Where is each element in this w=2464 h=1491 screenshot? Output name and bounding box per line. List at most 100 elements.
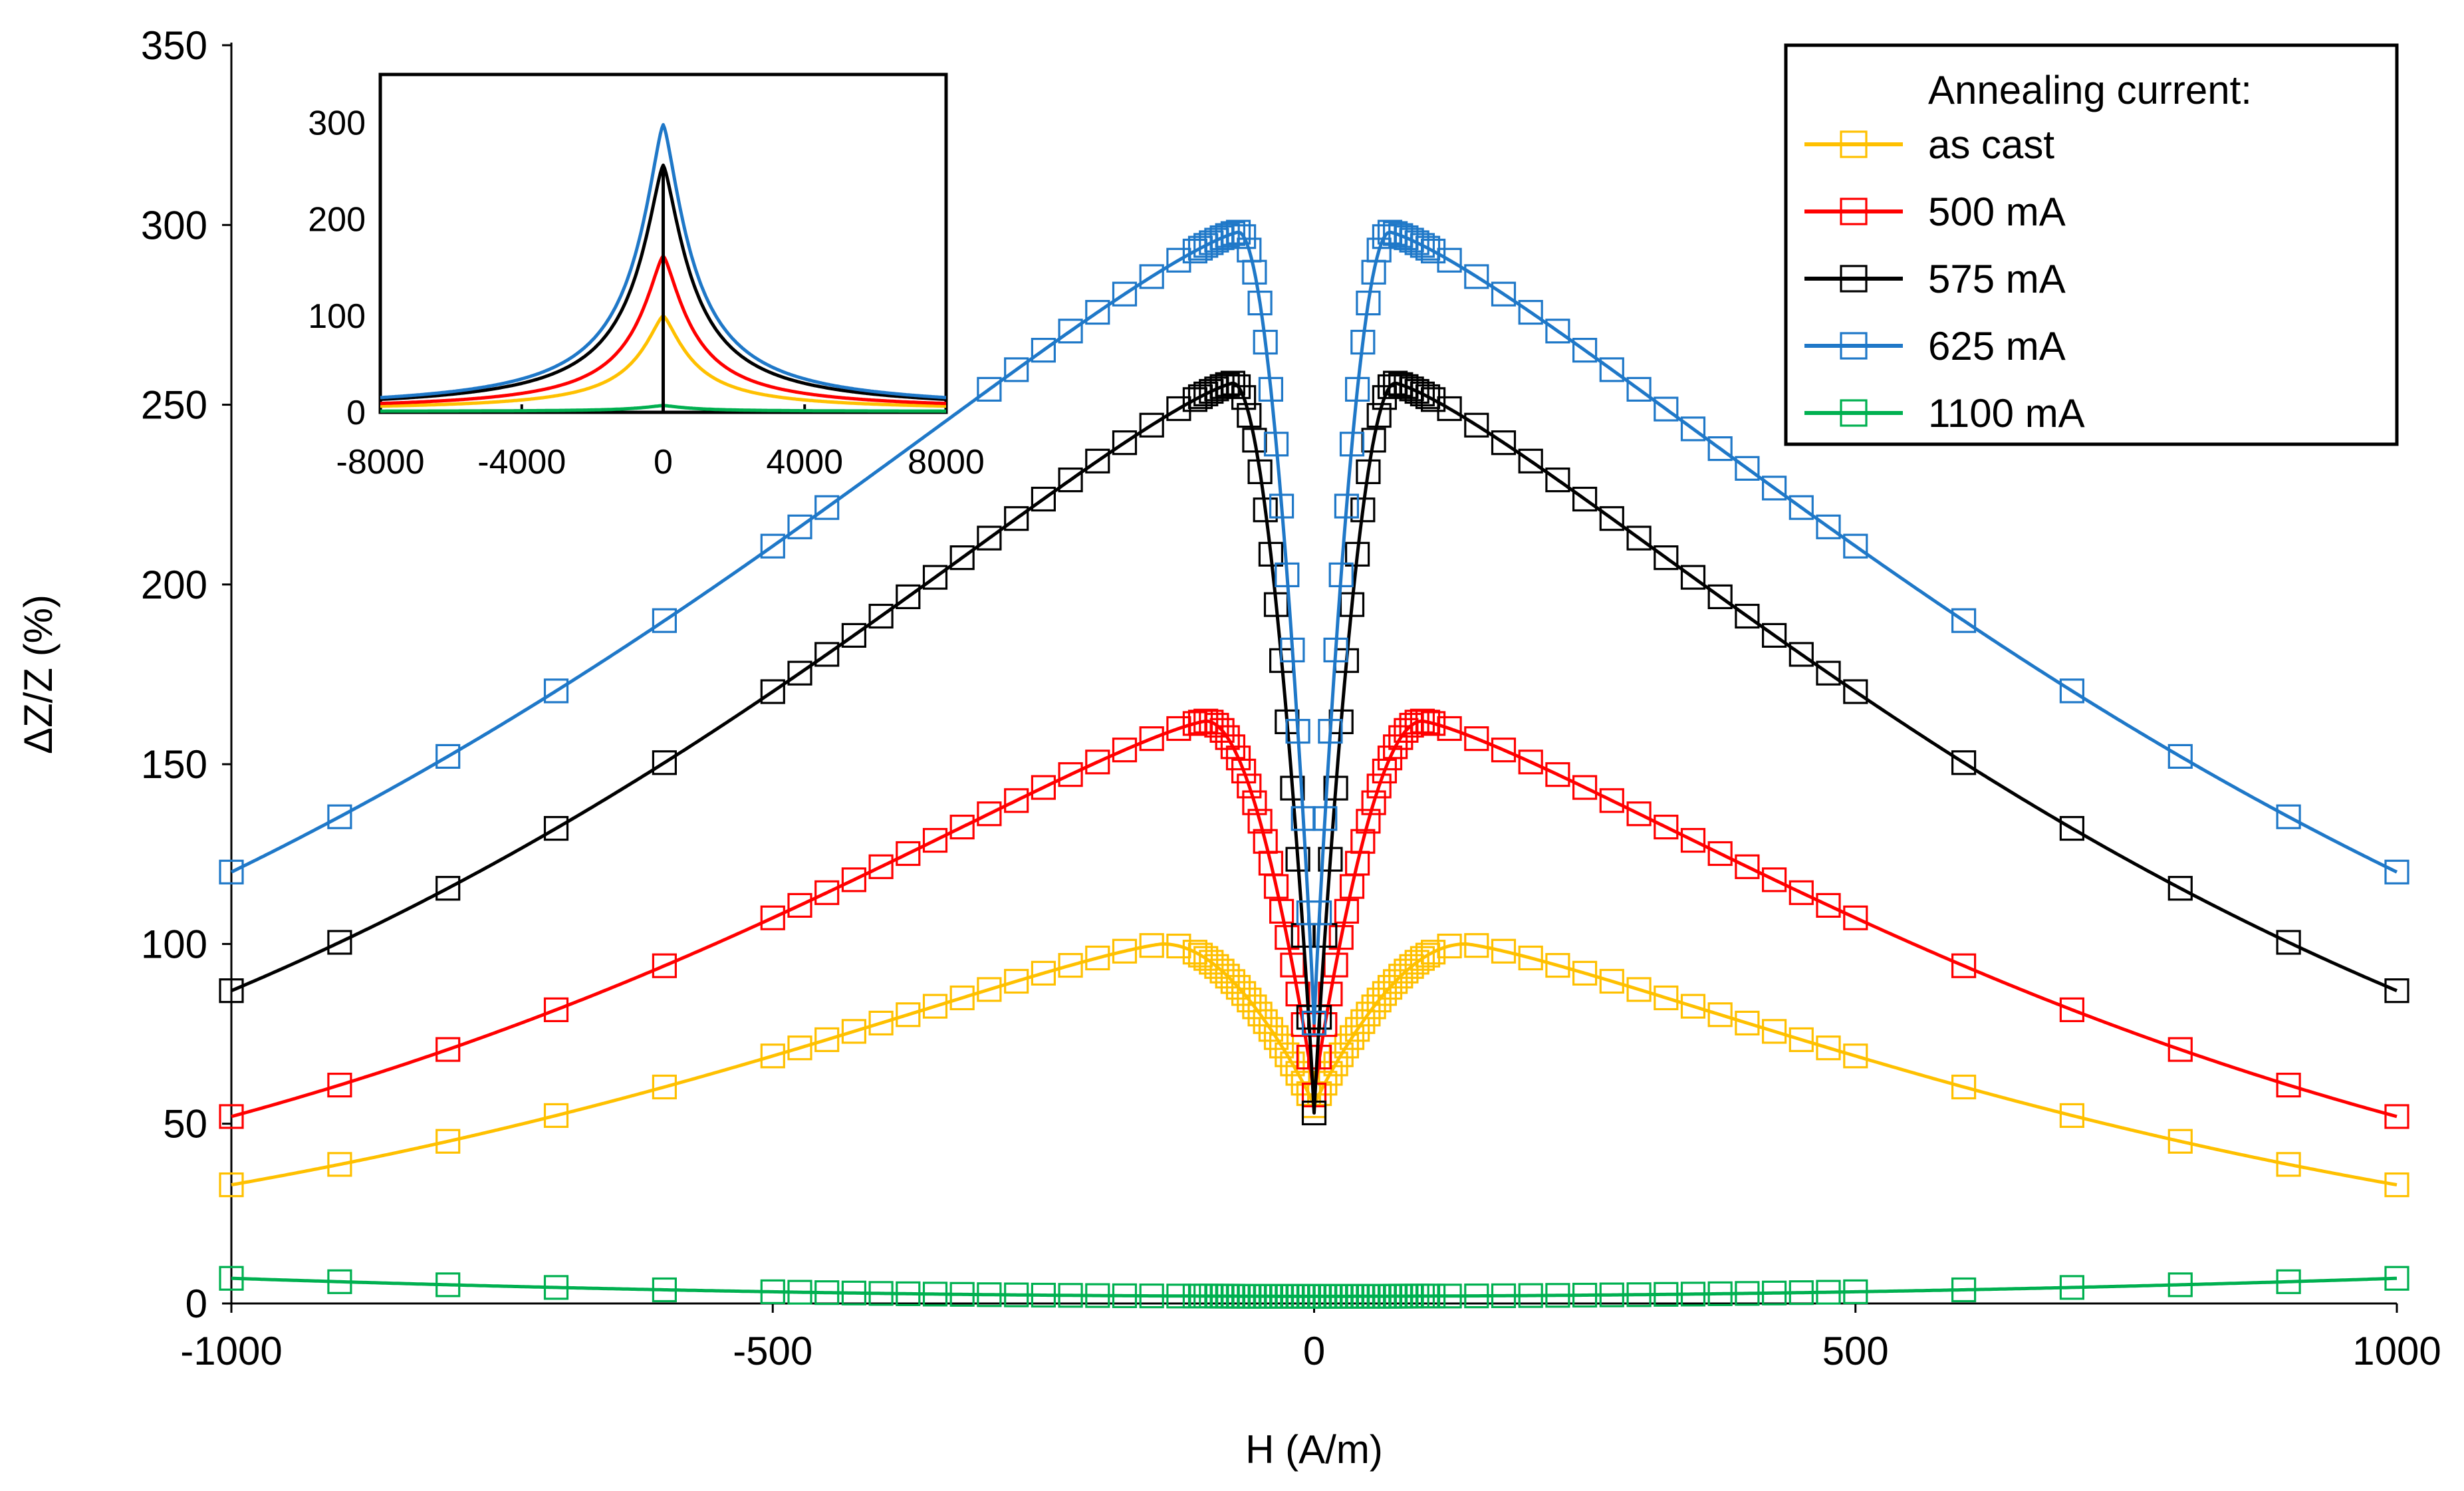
data-point — [1545, 762, 1570, 787]
data-point — [1004, 968, 1029, 994]
y-tick-label: 250 — [141, 383, 207, 428]
data-point — [1328, 562, 1354, 588]
data-point — [1318, 847, 1343, 872]
data-point — [1437, 396, 1462, 422]
series-575-ma — [219, 370, 2409, 1126]
data-point — [1788, 495, 1814, 520]
data-point — [1139, 726, 1164, 751]
data-point — [1058, 952, 1083, 978]
inset-series-line — [380, 163, 947, 402]
data-point — [1816, 892, 1841, 918]
data-point — [1058, 762, 1083, 787]
data-point — [1437, 933, 1462, 959]
data-point — [896, 1281, 921, 1307]
x-tick-label: 1000 — [2352, 1329, 2441, 1373]
data-point — [787, 892, 812, 918]
data-point — [2167, 1037, 2193, 1062]
data-point — [1258, 376, 1284, 402]
data-point — [1225, 746, 1251, 771]
legend-marker-swatch — [1840, 399, 1868, 427]
inset-x-tick-label: -8000 — [336, 443, 425, 481]
data-point — [1680, 994, 1706, 1019]
data-point — [1269, 493, 1294, 519]
data-point — [977, 376, 1002, 402]
data-point — [1707, 584, 1733, 610]
data-point — [1680, 416, 1706, 442]
data-point — [1334, 898, 1360, 924]
data-point — [1285, 718, 1310, 744]
x-tick-label: 0 — [1303, 1329, 1325, 1373]
data-point — [977, 525, 1002, 551]
data-point — [1112, 1283, 1138, 1309]
data-point — [922, 1282, 948, 1307]
data-point — [1788, 642, 1814, 667]
data-point — [1356, 809, 1381, 834]
data-point — [1788, 880, 1814, 905]
data-point — [1951, 750, 1977, 775]
data-point — [2059, 1103, 2084, 1129]
data-point — [1626, 525, 1652, 551]
data-point — [1139, 412, 1164, 438]
data-point — [1572, 486, 1598, 512]
data-point — [327, 804, 352, 829]
data-point — [896, 841, 921, 867]
data-point — [1464, 1283, 1489, 1309]
data-point — [543, 997, 569, 1023]
data-point — [1139, 933, 1164, 958]
data-point — [1328, 924, 1354, 950]
data-point — [1247, 809, 1273, 834]
series-line — [231, 381, 2398, 1115]
x-tick-label: 500 — [1822, 1329, 1889, 1373]
data-point — [1843, 679, 1868, 704]
data-point — [1421, 387, 1446, 412]
legend-label: 575 mA — [1928, 257, 2066, 301]
data-point — [1231, 385, 1257, 410]
data-point — [1843, 1043, 1868, 1069]
data-point — [1421, 711, 1446, 736]
data-point — [1654, 814, 1679, 840]
data-point — [1339, 592, 1365, 617]
data-point — [1275, 562, 1300, 588]
data-point — [814, 880, 840, 905]
data-point — [1599, 968, 1624, 994]
y-tick-label: 150 — [141, 742, 207, 787]
data-point — [219, 1266, 244, 1291]
data-point — [219, 1104, 244, 1129]
data-point — [1437, 716, 1462, 742]
data-point — [1843, 533, 1868, 559]
data-point — [1735, 603, 1760, 629]
data-point — [1280, 775, 1305, 801]
data-point — [787, 514, 812, 539]
data-point — [868, 1010, 894, 1036]
data-point — [1654, 1282, 1679, 1307]
data-point — [1626, 977, 1652, 1002]
data-point — [1085, 945, 1110, 971]
data-point — [1951, 608, 1977, 633]
data-point — [1762, 1280, 1787, 1305]
x-tick-label: -1000 — [180, 1329, 282, 1373]
data-point — [922, 565, 948, 590]
data-point — [435, 876, 461, 901]
x-axis-title: H (A/m) — [1245, 1427, 1383, 1472]
data-point — [1680, 1282, 1706, 1307]
data-point — [1762, 867, 1787, 892]
data-point — [1464, 412, 1489, 438]
data-point — [1306, 900, 1332, 926]
data-point — [652, 1074, 678, 1100]
data-point — [543, 1275, 569, 1300]
data-point — [1518, 448, 1543, 474]
data-point — [1816, 660, 1841, 686]
data-point — [1275, 924, 1300, 950]
legend-title: Annealing current: — [1928, 68, 2252, 112]
data-point — [1654, 985, 1679, 1011]
data-point — [1231, 758, 1257, 784]
data-point — [1031, 775, 1056, 800]
data-point — [1680, 827, 1706, 853]
data-point — [2384, 859, 2409, 884]
data-point — [1253, 497, 1278, 523]
data-point — [543, 815, 569, 841]
data-point — [1263, 874, 1289, 899]
data-point — [896, 1002, 921, 1027]
data-point — [543, 678, 569, 704]
data-point — [1843, 1279, 1868, 1305]
